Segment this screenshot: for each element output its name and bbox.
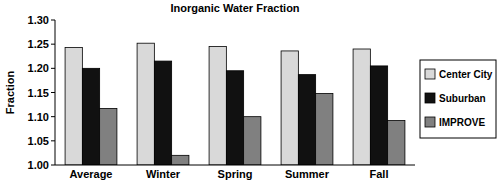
y-tick-label: 1.10	[28, 111, 49, 123]
bar	[172, 155, 189, 165]
bar	[226, 71, 243, 165]
x-tick-label: Average	[69, 168, 112, 180]
bar	[353, 49, 370, 165]
x-axis	[55, 165, 415, 166]
bar	[281, 51, 298, 165]
y-tick	[51, 92, 55, 93]
legend-swatch	[425, 69, 435, 79]
bar	[370, 66, 387, 165]
y-tick-label: 1.30	[28, 14, 49, 26]
y-tick	[51, 116, 55, 117]
bar	[82, 68, 99, 165]
bar	[244, 117, 261, 165]
y-tick-label: 1.15	[28, 87, 49, 99]
legend-label: Center City	[439, 69, 493, 80]
bar	[154, 61, 171, 165]
chart-title: Inorganic Water Fraction	[170, 2, 299, 14]
y-tick-label: 1.20	[28, 62, 49, 74]
x-tick-label: Summer	[285, 168, 330, 180]
legend-label: Suburban	[439, 93, 486, 104]
y-tick	[51, 20, 55, 21]
x-tick-label: Fall	[370, 168, 389, 180]
bar	[209, 47, 226, 165]
y-axis-label: Fraction	[4, 71, 16, 115]
y-tick	[51, 44, 55, 45]
chart-svg: Inorganic Water Fraction Fraction 1.00 1.05…	[0, 0, 500, 184]
bar	[298, 75, 315, 165]
bar	[316, 93, 333, 165]
legend-swatch	[425, 117, 435, 127]
x-tick-label: Spring	[218, 168, 253, 180]
chart-container: Inorganic Water Fraction Fraction 1.00 1.05…	[0, 0, 500, 184]
y-axis	[55, 20, 56, 165]
y-tick-label: 1.00	[28, 159, 49, 171]
bar	[137, 43, 154, 165]
y-tick	[51, 165, 55, 166]
y-tick	[51, 68, 55, 69]
bars	[65, 43, 405, 165]
y-tick-label: 1.25	[28, 38, 49, 50]
legend-swatch	[425, 93, 435, 103]
y-tick-label: 1.05	[28, 135, 49, 147]
y-tick	[51, 140, 55, 141]
x-tick-label: Winter	[146, 168, 181, 180]
bar	[65, 48, 82, 165]
bar	[100, 108, 117, 165]
legend-label: IMPROVE	[439, 117, 485, 128]
bar	[388, 121, 405, 165]
legend-box	[420, 60, 496, 138]
